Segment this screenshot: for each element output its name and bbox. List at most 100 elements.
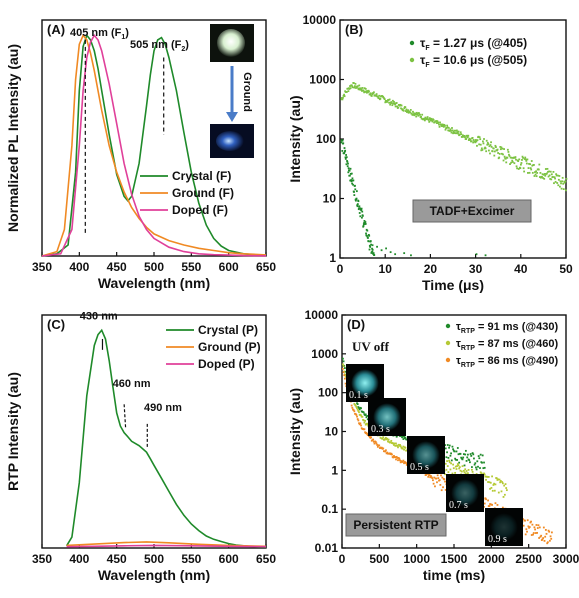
data-point-505 <box>429 118 432 121</box>
data-point-405 <box>371 247 373 250</box>
y-tick-label: 1000 <box>311 347 338 361</box>
data-point-0 <box>357 406 360 408</box>
data-point-505 <box>400 104 403 107</box>
data-point-0 <box>461 458 464 461</box>
data-point-1 <box>456 465 459 467</box>
data-point-2 <box>533 526 536 529</box>
peak-label-505: 505 nm (F2) <box>130 39 189 53</box>
data-point-1 <box>492 484 495 486</box>
data-point-505 <box>490 145 493 148</box>
data-point-405 <box>364 222 366 224</box>
data-point-505 <box>489 144 492 146</box>
data-point-505 <box>423 117 426 120</box>
data-point-0 <box>455 450 458 453</box>
data-point-505 <box>342 96 344 99</box>
data-point-505 <box>454 129 457 132</box>
data-point-0 <box>482 467 485 470</box>
data-point-1 <box>505 489 508 492</box>
data-point-505 <box>467 139 470 141</box>
decay-photo-label-4: 0.9 s <box>488 534 507 545</box>
data-point-405 <box>361 214 364 217</box>
data-point-1 <box>395 442 397 445</box>
data-point-0 <box>453 450 456 453</box>
data-point-2 <box>358 423 361 426</box>
data-point-2 <box>342 371 345 374</box>
data-point-2 <box>356 418 359 420</box>
ground-photo-glow <box>216 131 244 151</box>
data-point-505 <box>547 170 549 173</box>
data-point-2 <box>365 431 368 434</box>
data-point-2 <box>351 406 354 409</box>
data-point-1 <box>384 437 387 440</box>
data-point-2 <box>548 530 551 533</box>
data-point-505 <box>508 155 511 157</box>
data-point-405 <box>359 207 361 210</box>
data-point-2 <box>433 476 436 479</box>
data-point-505 <box>436 120 439 123</box>
legend-label-2: τRTP = 86 ms (@490) <box>456 355 558 369</box>
data-point-505 <box>343 93 345 96</box>
y-tick-label: 10 <box>325 425 339 439</box>
data-point-2 <box>550 537 553 540</box>
data-point-0 <box>395 435 398 438</box>
panel-d: 0 500 1000 1500 2000 2500 3000 time (ms) Intensi… <box>287 308 579 583</box>
data-point-2 <box>536 527 539 529</box>
peak-label-430: 430 nm <box>80 310 118 322</box>
data-point-405 <box>354 188 357 191</box>
data-point-1 <box>497 478 500 481</box>
data-point-405 <box>344 157 347 160</box>
data-point-405 <box>369 240 372 242</box>
data-point-505 <box>476 139 479 142</box>
data-point-405 <box>356 203 359 205</box>
data-point-1 <box>342 365 345 368</box>
data-point-505 <box>438 125 441 128</box>
data-point-505 <box>512 156 515 159</box>
data-point-505 <box>340 97 343 99</box>
data-point-505 <box>351 86 354 89</box>
data-point-505 <box>460 133 463 136</box>
legend-label-0: Crystal (F) <box>172 169 231 183</box>
data-point-505 <box>349 85 351 87</box>
data-point-1 <box>389 441 392 444</box>
data-point-505 <box>552 170 555 173</box>
legend-label-2: Doped (F) <box>172 203 228 217</box>
data-point-505 <box>521 159 523 161</box>
data-point-505 <box>502 159 505 162</box>
data-point-505 <box>509 163 511 165</box>
data-point-505 <box>503 148 505 150</box>
data-point-505 <box>555 174 558 177</box>
data-point-505 <box>502 153 504 156</box>
y-axis-label: RTP Intensity (au) <box>5 372 21 491</box>
data-point-405 <box>380 249 383 252</box>
data-point-2 <box>530 520 532 523</box>
data-point-0 <box>401 435 404 438</box>
data-point-505 <box>466 136 469 139</box>
data-point-505 <box>430 117 433 120</box>
data-point-505 <box>480 147 483 150</box>
data-point-505 <box>494 144 497 147</box>
data-point-405 <box>354 184 356 187</box>
data-point-505 <box>465 138 468 140</box>
data-point-0 <box>477 465 479 468</box>
y-tick-label: 0.1 <box>321 502 338 516</box>
data-point-0 <box>447 456 450 459</box>
data-point-505 <box>498 156 501 159</box>
data-point-505 <box>511 161 514 163</box>
data-point-505 <box>557 178 560 181</box>
data-point-505 <box>538 163 541 166</box>
data-point-505 <box>495 146 497 148</box>
data-point-2 <box>550 531 553 534</box>
data-point-0 <box>475 468 478 471</box>
data-point-505 <box>372 92 375 95</box>
data-point-505 <box>470 140 473 143</box>
data-point-505 <box>517 168 520 170</box>
data-point-2 <box>350 404 353 407</box>
data-point-2 <box>353 410 356 413</box>
data-point-505 <box>560 187 563 190</box>
data-point-2 <box>541 538 544 541</box>
data-point-1 <box>448 459 450 462</box>
data-point-2 <box>357 419 360 422</box>
data-point-405 <box>347 162 349 165</box>
series-line-2 <box>66 544 267 548</box>
data-point-405 <box>346 160 348 162</box>
